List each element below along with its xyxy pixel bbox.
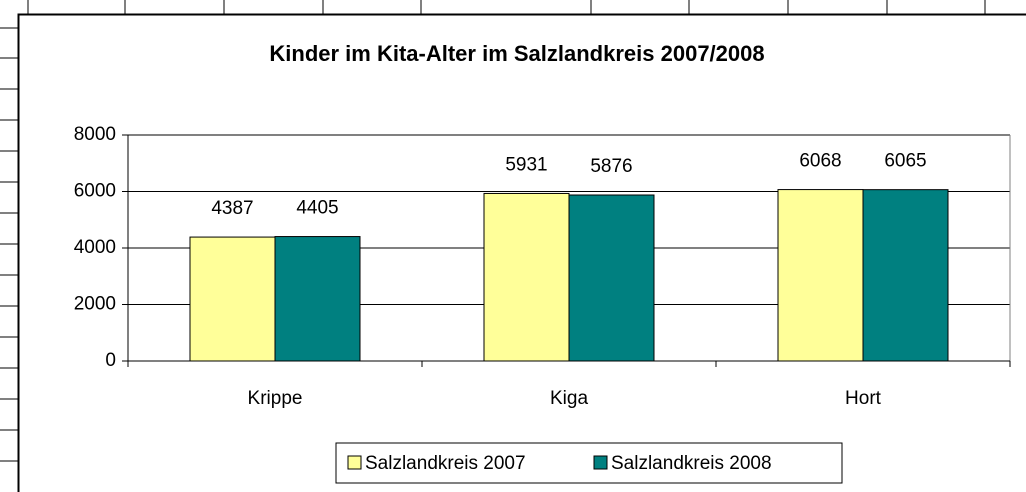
data-label: 6068 (799, 151, 841, 172)
bar (189, 236, 276, 362)
x-tick-label: Kiga (550, 388, 588, 409)
bar (483, 192, 570, 362)
x-tick-label: Hort (845, 388, 882, 409)
bar (274, 236, 361, 362)
legend-label: Salzlandkreis 2007 (365, 453, 526, 474)
data-label: 4405 (296, 198, 338, 219)
legend (335, 442, 843, 484)
data-label: 4387 (211, 198, 253, 219)
data-label: 5931 (505, 154, 547, 175)
legend-swatch (593, 455, 608, 470)
spreadsheet-grid (0, 0, 986, 462)
chart-title: Kinder im Kita-Alter im Salzlandkreis 20… (269, 41, 764, 66)
legend-label: Salzlandkreis 2008 (611, 453, 772, 474)
x-tick-label: Krippe (248, 388, 303, 409)
data-label: 6065 (884, 151, 926, 172)
y-tick-label: 4000 (74, 237, 116, 258)
bar (568, 194, 655, 362)
bar (777, 189, 864, 362)
bar (862, 189, 949, 362)
y-tick-label: 2000 (74, 294, 116, 315)
y-tick-label: 0 (105, 350, 116, 371)
legend-swatch (347, 455, 362, 470)
data-label: 5876 (590, 156, 632, 177)
y-tick-label: 8000 (74, 124, 116, 145)
y-tick-label: 6000 (74, 181, 116, 202)
